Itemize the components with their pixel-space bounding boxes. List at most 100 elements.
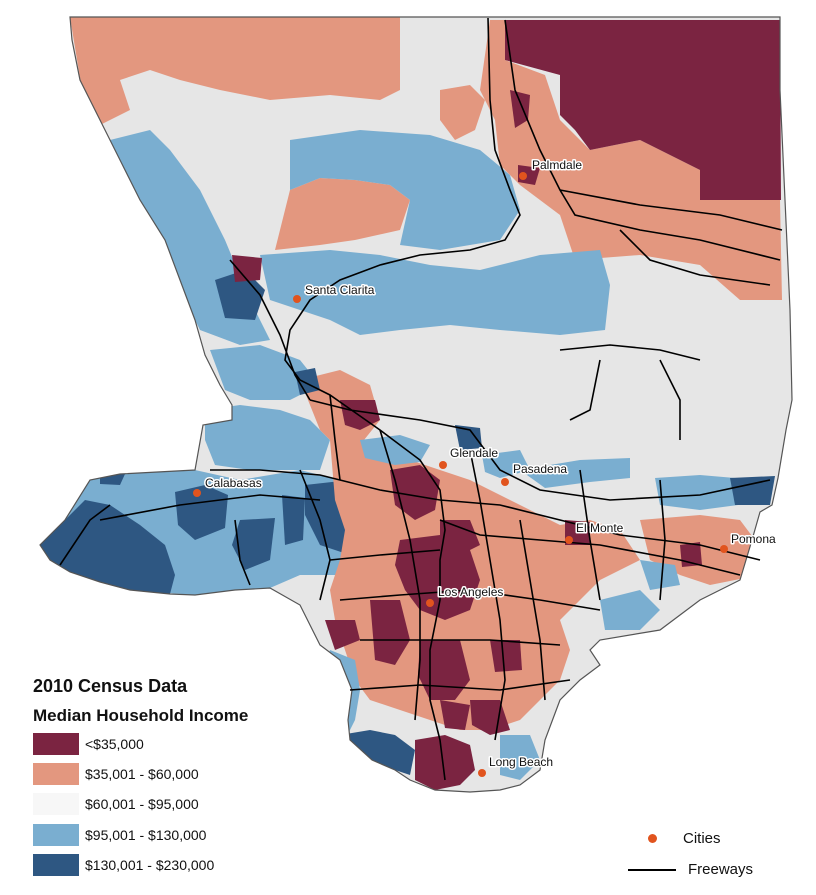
income-class-4-region	[655, 475, 738, 510]
income-class-4-region	[205, 405, 330, 470]
income-class-1-region	[505, 20, 781, 200]
city-label-glendale: Glendale	[450, 446, 498, 460]
income-class-4-region	[500, 735, 540, 780]
city-dot-pasadena	[501, 478, 509, 486]
income-class-1-region	[490, 640, 522, 672]
legend-item: $95,001 - $130,000	[33, 823, 206, 847]
legend-cities-entry: Cities	[648, 830, 721, 847]
legend-swatch	[33, 824, 79, 846]
income-class-4-region	[520, 458, 630, 488]
city-dot-long-beach	[478, 769, 486, 777]
city-dot-el-monte	[565, 536, 573, 544]
income-class-5-region	[175, 485, 228, 540]
city-dot-calabasas	[193, 489, 201, 497]
income-class-1-region	[510, 90, 530, 128]
freeway-line	[379, 429, 421, 721]
freeway-line	[469, 449, 506, 741]
income-class-1-region	[415, 735, 475, 790]
legend-item: $35,001 - $60,000	[33, 762, 199, 786]
legend-item: $130,001 - $230,000	[33, 853, 214, 877]
legend-swatch	[33, 854, 79, 876]
income-class-1-region	[390, 465, 440, 520]
income-class-5-region	[455, 425, 482, 450]
freeway-line	[234, 519, 251, 586]
income-class-2-region	[275, 178, 410, 250]
legend-item: $60,001 - $95,000	[33, 792, 199, 816]
freeway-line	[284, 17, 521, 781]
income-class-5-region	[232, 518, 275, 570]
legend-label: $95,001 - $130,000	[85, 827, 207, 843]
city-label-calabasas: Calabasas	[205, 476, 262, 490]
income-class-2-region	[480, 20, 782, 300]
legend-freeways-label: Freeways	[688, 861, 754, 878]
city-dot-pomona	[720, 545, 728, 553]
legend-label: $35,001 - $60,000	[85, 766, 199, 782]
income-class-5-region	[282, 495, 305, 545]
freeway-line	[59, 504, 111, 566]
city-dot-los-angeles	[426, 599, 434, 607]
legend-subtitle: Median Household Income	[33, 706, 249, 725]
city-label-el-monte: El Monte	[576, 521, 624, 535]
freeway-line	[569, 359, 601, 421]
freeway-network	[59, 17, 783, 781]
city-symbol-icon	[648, 834, 657, 843]
freeway-line	[519, 519, 546, 701]
income-class-5-region	[215, 270, 265, 320]
income-class-4-region	[600, 590, 660, 630]
freeway-line	[329, 394, 341, 481]
freeway-line	[210, 469, 761, 561]
freeway-line	[339, 589, 601, 611]
income-class-1-region	[325, 620, 360, 650]
income-class-4-region	[210, 345, 320, 400]
income-class-4-region	[360, 435, 430, 465]
income-class-2-region	[70, 17, 400, 125]
freeway-line	[99, 494, 321, 521]
legend-label: <$35,000	[85, 736, 144, 752]
income-class-4-region	[260, 250, 610, 335]
freeway-line	[299, 469, 331, 601]
income-class-4-region	[290, 130, 520, 250]
income-class-5-region	[295, 368, 320, 395]
freeway-line	[504, 19, 781, 261]
city-label-pomona: Pomona	[731, 532, 776, 546]
income-class-2-region	[440, 85, 485, 140]
freeway-line	[309, 399, 771, 501]
city-markers: Palmdale Santa Clarita Glendale Pasadena…	[193, 157, 778, 777]
legend-swatch	[33, 733, 79, 755]
income-class-5-region	[40, 500, 175, 594]
legend-title: 2010 Census Data	[33, 676, 188, 696]
freeway-line	[619, 229, 771, 286]
legend-cities-label: Cities	[683, 830, 721, 847]
freeway-line	[659, 479, 666, 601]
legend-label: $130,001 - $230,000	[85, 857, 215, 873]
freeway-line	[329, 549, 441, 561]
income-class-1-region	[440, 700, 470, 730]
city-dot-palmdale	[519, 172, 527, 180]
freeway-line	[559, 189, 783, 231]
income-class-1-region	[370, 600, 410, 665]
income-class-1-region	[232, 255, 262, 282]
freeway-symbol-icon	[628, 868, 676, 871]
income-class-4-region	[640, 560, 680, 590]
freeway-line	[659, 359, 681, 440]
city-label-santa-clarita: Santa Clarita	[305, 283, 375, 297]
freeway-line	[559, 344, 701, 361]
freeway-line	[349, 679, 571, 691]
legend-swatch	[33, 763, 79, 785]
freeway-line	[360, 639, 561, 646]
income-class-5-region	[730, 476, 775, 505]
income-class-5-region	[340, 730, 415, 775]
legend-swatch	[33, 793, 79, 815]
income-class-1-region	[440, 520, 480, 555]
income-class-1-region	[395, 535, 480, 620]
city-dot-glendale	[439, 461, 447, 469]
income-class-4-region	[482, 450, 530, 478]
freeway-line	[579, 469, 601, 601]
income-class-1-region	[518, 165, 540, 185]
legend-item: <$35,000	[33, 732, 144, 756]
city-label-pasadena: Pasadena	[513, 462, 567, 476]
city-label-los-angeles: Los Angeles	[438, 585, 503, 599]
city-dot-santa-clarita	[293, 295, 301, 303]
